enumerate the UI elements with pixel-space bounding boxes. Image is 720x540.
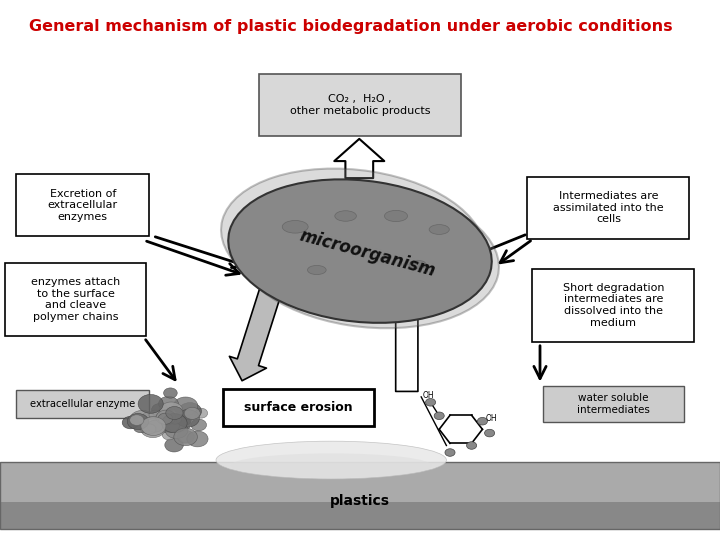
Circle shape: [168, 414, 181, 424]
Circle shape: [140, 419, 166, 437]
Circle shape: [156, 411, 174, 425]
Text: plastics: plastics: [330, 494, 390, 508]
FancyArrowPatch shape: [334, 139, 384, 178]
Circle shape: [151, 418, 168, 431]
Circle shape: [163, 420, 179, 432]
Circle shape: [143, 424, 156, 434]
FancyArrowPatch shape: [230, 269, 287, 381]
Text: Intermediates are
assimilated into the
cells: Intermediates are assimilated into the c…: [553, 191, 664, 225]
Circle shape: [165, 438, 184, 452]
Circle shape: [174, 397, 198, 415]
Circle shape: [176, 410, 199, 427]
Circle shape: [166, 407, 183, 420]
Ellipse shape: [384, 211, 408, 221]
Circle shape: [140, 417, 164, 435]
FancyArrowPatch shape: [387, 294, 426, 392]
Circle shape: [165, 421, 188, 438]
Circle shape: [141, 417, 166, 435]
FancyBboxPatch shape: [527, 177, 690, 239]
Circle shape: [477, 417, 487, 425]
FancyBboxPatch shape: [259, 74, 461, 136]
Ellipse shape: [409, 260, 426, 269]
Text: OH: OH: [423, 391, 434, 400]
Circle shape: [147, 420, 163, 432]
Circle shape: [158, 419, 176, 433]
Ellipse shape: [221, 168, 485, 312]
Circle shape: [467, 442, 477, 449]
Circle shape: [158, 413, 173, 424]
Circle shape: [149, 410, 162, 420]
Circle shape: [191, 419, 207, 431]
Ellipse shape: [429, 225, 449, 234]
FancyBboxPatch shape: [223, 389, 374, 426]
Circle shape: [426, 399, 436, 406]
Circle shape: [194, 408, 207, 418]
Circle shape: [445, 449, 455, 456]
Text: OH: OH: [485, 414, 497, 423]
Circle shape: [130, 410, 156, 429]
Circle shape: [122, 416, 139, 429]
Circle shape: [152, 403, 168, 416]
FancyBboxPatch shape: [17, 174, 150, 237]
FancyBboxPatch shape: [0, 462, 720, 505]
Ellipse shape: [235, 185, 499, 328]
Circle shape: [146, 417, 168, 434]
Circle shape: [174, 428, 197, 446]
Circle shape: [162, 430, 176, 440]
Text: microorganism: microorganism: [297, 227, 437, 281]
Text: extracellular enzyme: extracellular enzyme: [30, 399, 135, 409]
Text: enzymes attach
to the surface
and cleave
polymer chains: enzymes attach to the surface and cleave…: [31, 278, 120, 322]
Text: Excretion of
extracellular
enzymes: Excretion of extracellular enzymes: [48, 188, 118, 222]
Text: surface erosion: surface erosion: [245, 401, 353, 414]
FancyBboxPatch shape: [532, 269, 694, 342]
Text: General mechanism of plastic biodegradation under aerobic conditions: General mechanism of plastic biodegradat…: [29, 19, 672, 34]
FancyBboxPatch shape: [5, 263, 145, 336]
Circle shape: [133, 422, 148, 433]
FancyBboxPatch shape: [17, 390, 150, 418]
Circle shape: [179, 403, 202, 420]
Ellipse shape: [216, 441, 446, 479]
Circle shape: [177, 415, 191, 426]
FancyBboxPatch shape: [544, 386, 684, 422]
Circle shape: [434, 412, 444, 420]
Circle shape: [485, 429, 495, 437]
Circle shape: [130, 415, 144, 426]
Ellipse shape: [282, 220, 308, 233]
Circle shape: [138, 394, 163, 413]
Circle shape: [168, 415, 190, 433]
Circle shape: [158, 396, 179, 411]
Text: water soluble
intermediates: water soluble intermediates: [577, 393, 650, 415]
Circle shape: [148, 413, 168, 429]
FancyBboxPatch shape: [0, 502, 720, 529]
Circle shape: [162, 414, 187, 433]
Circle shape: [140, 412, 157, 425]
Text: CO₂ ,  H₂O ,
other metabolic products: CO₂ , H₂O , other metabolic products: [289, 94, 431, 116]
Ellipse shape: [230, 453, 432, 477]
Ellipse shape: [307, 266, 326, 274]
Circle shape: [168, 422, 183, 432]
Circle shape: [177, 430, 194, 443]
Ellipse shape: [228, 179, 492, 323]
Circle shape: [152, 410, 167, 422]
Circle shape: [184, 407, 200, 420]
Circle shape: [163, 388, 177, 398]
Circle shape: [127, 414, 148, 429]
Ellipse shape: [335, 211, 356, 221]
Circle shape: [158, 420, 171, 430]
Circle shape: [187, 431, 208, 447]
Circle shape: [159, 402, 183, 420]
Circle shape: [156, 410, 176, 425]
Text: Short degradation
intermediates are
dissolved into the
medium: Short degradation intermediates are diss…: [563, 283, 664, 327]
